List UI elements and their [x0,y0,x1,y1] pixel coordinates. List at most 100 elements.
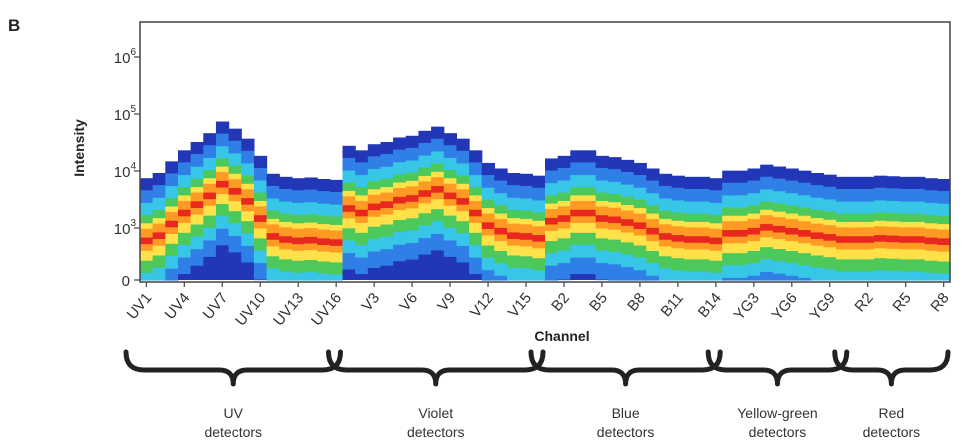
heat-cell-V9 [443,199,458,207]
heat-cell-B13 [696,249,711,260]
heat-cell-V3 [367,156,382,170]
heat-cell-UV15 [317,273,331,281]
heat-cell-V6 [405,160,420,174]
heat-cell-UV13 [291,272,306,281]
heat-cell-V1 [342,145,356,159]
heat-cell-B1 [545,183,559,196]
heat-cell-B8 [633,187,647,201]
heat-cell-B6 [608,264,622,281]
heat-cell-R7 [924,250,938,262]
heat-cell-V5 [393,210,407,221]
group-brace [123,349,343,387]
heat-cell-YG2 [734,215,749,222]
heat-cell-UV8 [228,188,242,196]
heat-cell-R7 [924,202,938,216]
heat-cell-V10 [456,245,470,264]
x-tick-label: YG9 [807,290,839,324]
heat-cell-UV7 [215,194,230,205]
heat-cell-B2 [557,155,571,169]
heat-cell-V16 [532,241,546,249]
heat-cell-B12 [684,249,698,260]
heat-cell-V1 [342,240,356,254]
heat-cell-B13 [696,213,711,223]
heat-cell-UV8 [228,128,242,142]
heat-cell-UV6 [203,145,217,159]
heat-cell-V1 [342,253,356,271]
heat-cell-UV9 [241,204,255,212]
heat-cell-R7 [924,178,938,191]
heat-cell-B14 [709,190,723,204]
heat-cell-B9 [646,275,660,281]
heat-cell-R6 [912,259,926,273]
heat-cell-V2 [355,175,369,188]
heat-cell-UV4 [177,175,192,188]
heat-cell-B8 [633,199,647,209]
heat-cell-UV8 [228,194,242,202]
x-tick-label: B14 [695,290,725,321]
heat-cell-UV4 [177,274,192,280]
x-axis-ticks: UV1 UV4 UV7 UV10 UV13 UV16 V3 V6 V9 V12 V15 B2 B5 B8 B… [124,282,953,329]
heat-cell-B4 [582,175,597,188]
heat-cell-UV14 [304,228,318,238]
heat-cell-R3 [874,187,888,202]
heat-cell-B4 [582,200,597,211]
heat-cell-R1 [848,213,863,223]
heat-cell-YG9 [823,219,837,226]
heat-cell-V14 [507,267,521,281]
heat-cell-YG3 [747,227,761,236]
heat-cell-V15 [519,198,533,212]
heat-cell-UV11 [266,185,280,200]
heat-cell-R2 [861,242,875,251]
heat-cell-R6 [912,227,926,237]
heat-cell-YG6 [785,180,799,194]
heat-cell-V8 [431,199,445,210]
heat-cell-UV12 [279,221,293,229]
heat-cell-V13 [494,275,508,281]
heat-cell-UV3 [165,206,179,213]
heat-cell-YG9 [823,247,837,258]
heat-cell-B4 [582,187,597,197]
heat-cell-YG7 [798,277,812,281]
heat-cell-B13 [696,227,711,237]
heat-cell-V9 [443,240,458,258]
heat-cell-R3 [874,220,888,227]
heat-cell-V2 [355,232,369,246]
heat-cell-V1 [342,211,356,219]
heat-cell-B1 [545,170,559,184]
heat-cell-YG5 [772,211,787,218]
heat-cell-B8 [633,257,647,271]
heat-cell-V2 [355,222,369,234]
heat-cell-UV15 [317,215,331,225]
heat-cell-V3 [367,144,382,157]
heat-cell-UV10 [253,228,268,239]
heat-cell-YG6 [785,219,799,229]
plot-frame [139,21,951,283]
heat-cell-B8 [633,208,647,215]
heat-cell-B2 [557,263,571,281]
heat-cell-R5 [899,188,913,203]
heat-cell-V7 [418,190,432,198]
heat-cell-UV4 [177,162,192,176]
heat-cell-V11 [469,162,483,176]
heat-cell-B10 [658,218,673,225]
heat-cell-R4 [886,188,900,202]
y-tick-label: 104 [114,161,137,181]
heat-cell-UV15 [317,261,331,275]
heat-cell-R6 [912,176,926,190]
x-tick-label: UV7 [200,290,232,323]
group-label-line1: Red [879,405,905,421]
heat-cell-UV2 [152,255,166,269]
heat-cell-UV16 [329,274,344,281]
heat-cell-YG6 [785,227,799,236]
heat-cell-V16 [532,187,546,202]
heat-cell-UV12 [279,188,293,203]
heat-cell-UV5 [190,207,204,216]
heat-cell-R5 [899,249,913,260]
heat-cell-V2 [355,216,369,224]
heat-cell-YG9 [823,269,837,281]
heat-cell-V13 [494,227,508,236]
heat-cell-R6 [912,271,926,281]
heat-cell-UV16 [329,230,344,240]
heat-cell-R2 [861,259,875,273]
heat-cell-V10 [456,262,470,280]
